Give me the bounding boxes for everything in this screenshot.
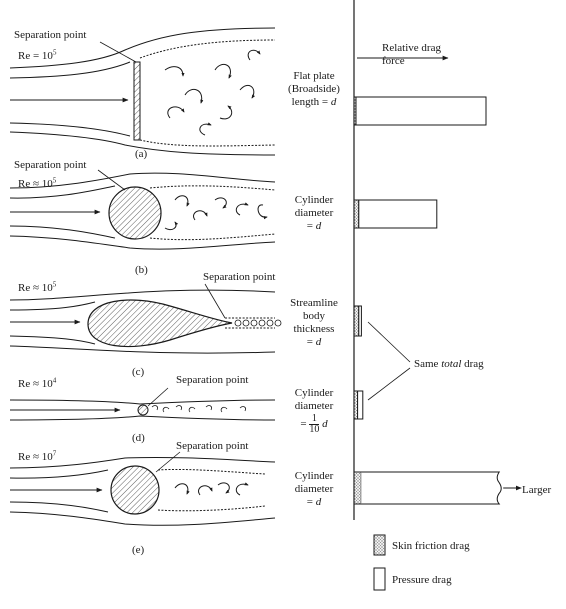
separation-label-e: Separation point [176, 440, 249, 452]
same-drag-connector-d [367, 367, 411, 401]
reynolds-d: Re ≈ 104 [18, 376, 57, 390]
friction-bar-d [353, 390, 359, 420]
panel-a-flow [9, 27, 276, 156]
caption-c: (c) [132, 366, 145, 378]
caption-b: (b) [135, 264, 148, 276]
caption-d: (d) [132, 432, 145, 444]
larger-label: Larger [522, 484, 552, 496]
body-label-c: Streamline body thickness = d [290, 297, 338, 348]
same-drag-connector-c [367, 321, 411, 363]
same-total-drag-label: Same total drag [414, 358, 484, 370]
panel-d-flow [9, 399, 276, 421]
separation-pointer-c [204, 283, 226, 319]
friction-bar-b [353, 199, 360, 229]
streamline-body-shape [87, 299, 233, 348]
panel-e-flow [9, 456, 276, 526]
reynolds-b: Re ≈ 105 [18, 176, 57, 190]
pressure-bar-c [358, 305, 362, 337]
pressure-bar-a [355, 96, 487, 126]
drag-bars [353, 96, 522, 505]
cylinder-e-shape [110, 465, 160, 515]
separation-pointer-d [147, 387, 169, 407]
caption-a: (a) [135, 148, 148, 160]
reynolds-a: Re = 105 [18, 48, 57, 62]
panel-d-wake [151, 405, 246, 413]
body-label-b: Cylinder diameter = d [294, 194, 334, 232]
separation-pointer-a [99, 41, 137, 63]
legend-swatch-pressure [373, 567, 386, 591]
legend-label-pressure: Pressure drag [392, 574, 452, 586]
reynolds-c: Re ≈ 105 [18, 280, 57, 294]
friction-bar-e [353, 471, 362, 505]
separation-label-b: Separation point [14, 159, 87, 171]
reynolds-e: Re ≈ 107 [18, 449, 57, 463]
cylinder-b-shape [108, 186, 162, 240]
legend-swatch-friction [373, 534, 386, 556]
separation-label-d: Separation point [176, 374, 249, 386]
body-label-a: Flat plate (Broadside) length = d [288, 70, 340, 108]
cylinder-d-shape [137, 404, 149, 416]
friction-bar-c [353, 305, 360, 337]
legend-label-friction: Skin friction drag [392, 540, 470, 552]
separation-label-a: Separation point [14, 29, 87, 41]
separation-label-c: Separation point [203, 271, 276, 283]
body-label-e: Cylinder diameter = d [294, 470, 334, 508]
panel-b-flow [9, 172, 276, 250]
pressure-bar-b [358, 199, 438, 229]
relative-drag-label: Relative drag force [382, 42, 441, 67]
separation-pointer-b [97, 169, 126, 191]
flat-plate-shape [133, 61, 141, 141]
panel-c-flow [9, 289, 276, 354]
separation-pointer-e [155, 451, 181, 473]
body-label-d: Cylinder diameter = 1 10 d [294, 387, 334, 435]
caption-e: (e) [132, 544, 145, 556]
panel-c-wake [234, 319, 282, 327]
pressure-bar-e [361, 471, 502, 505]
pressure-bar-d [357, 390, 364, 420]
